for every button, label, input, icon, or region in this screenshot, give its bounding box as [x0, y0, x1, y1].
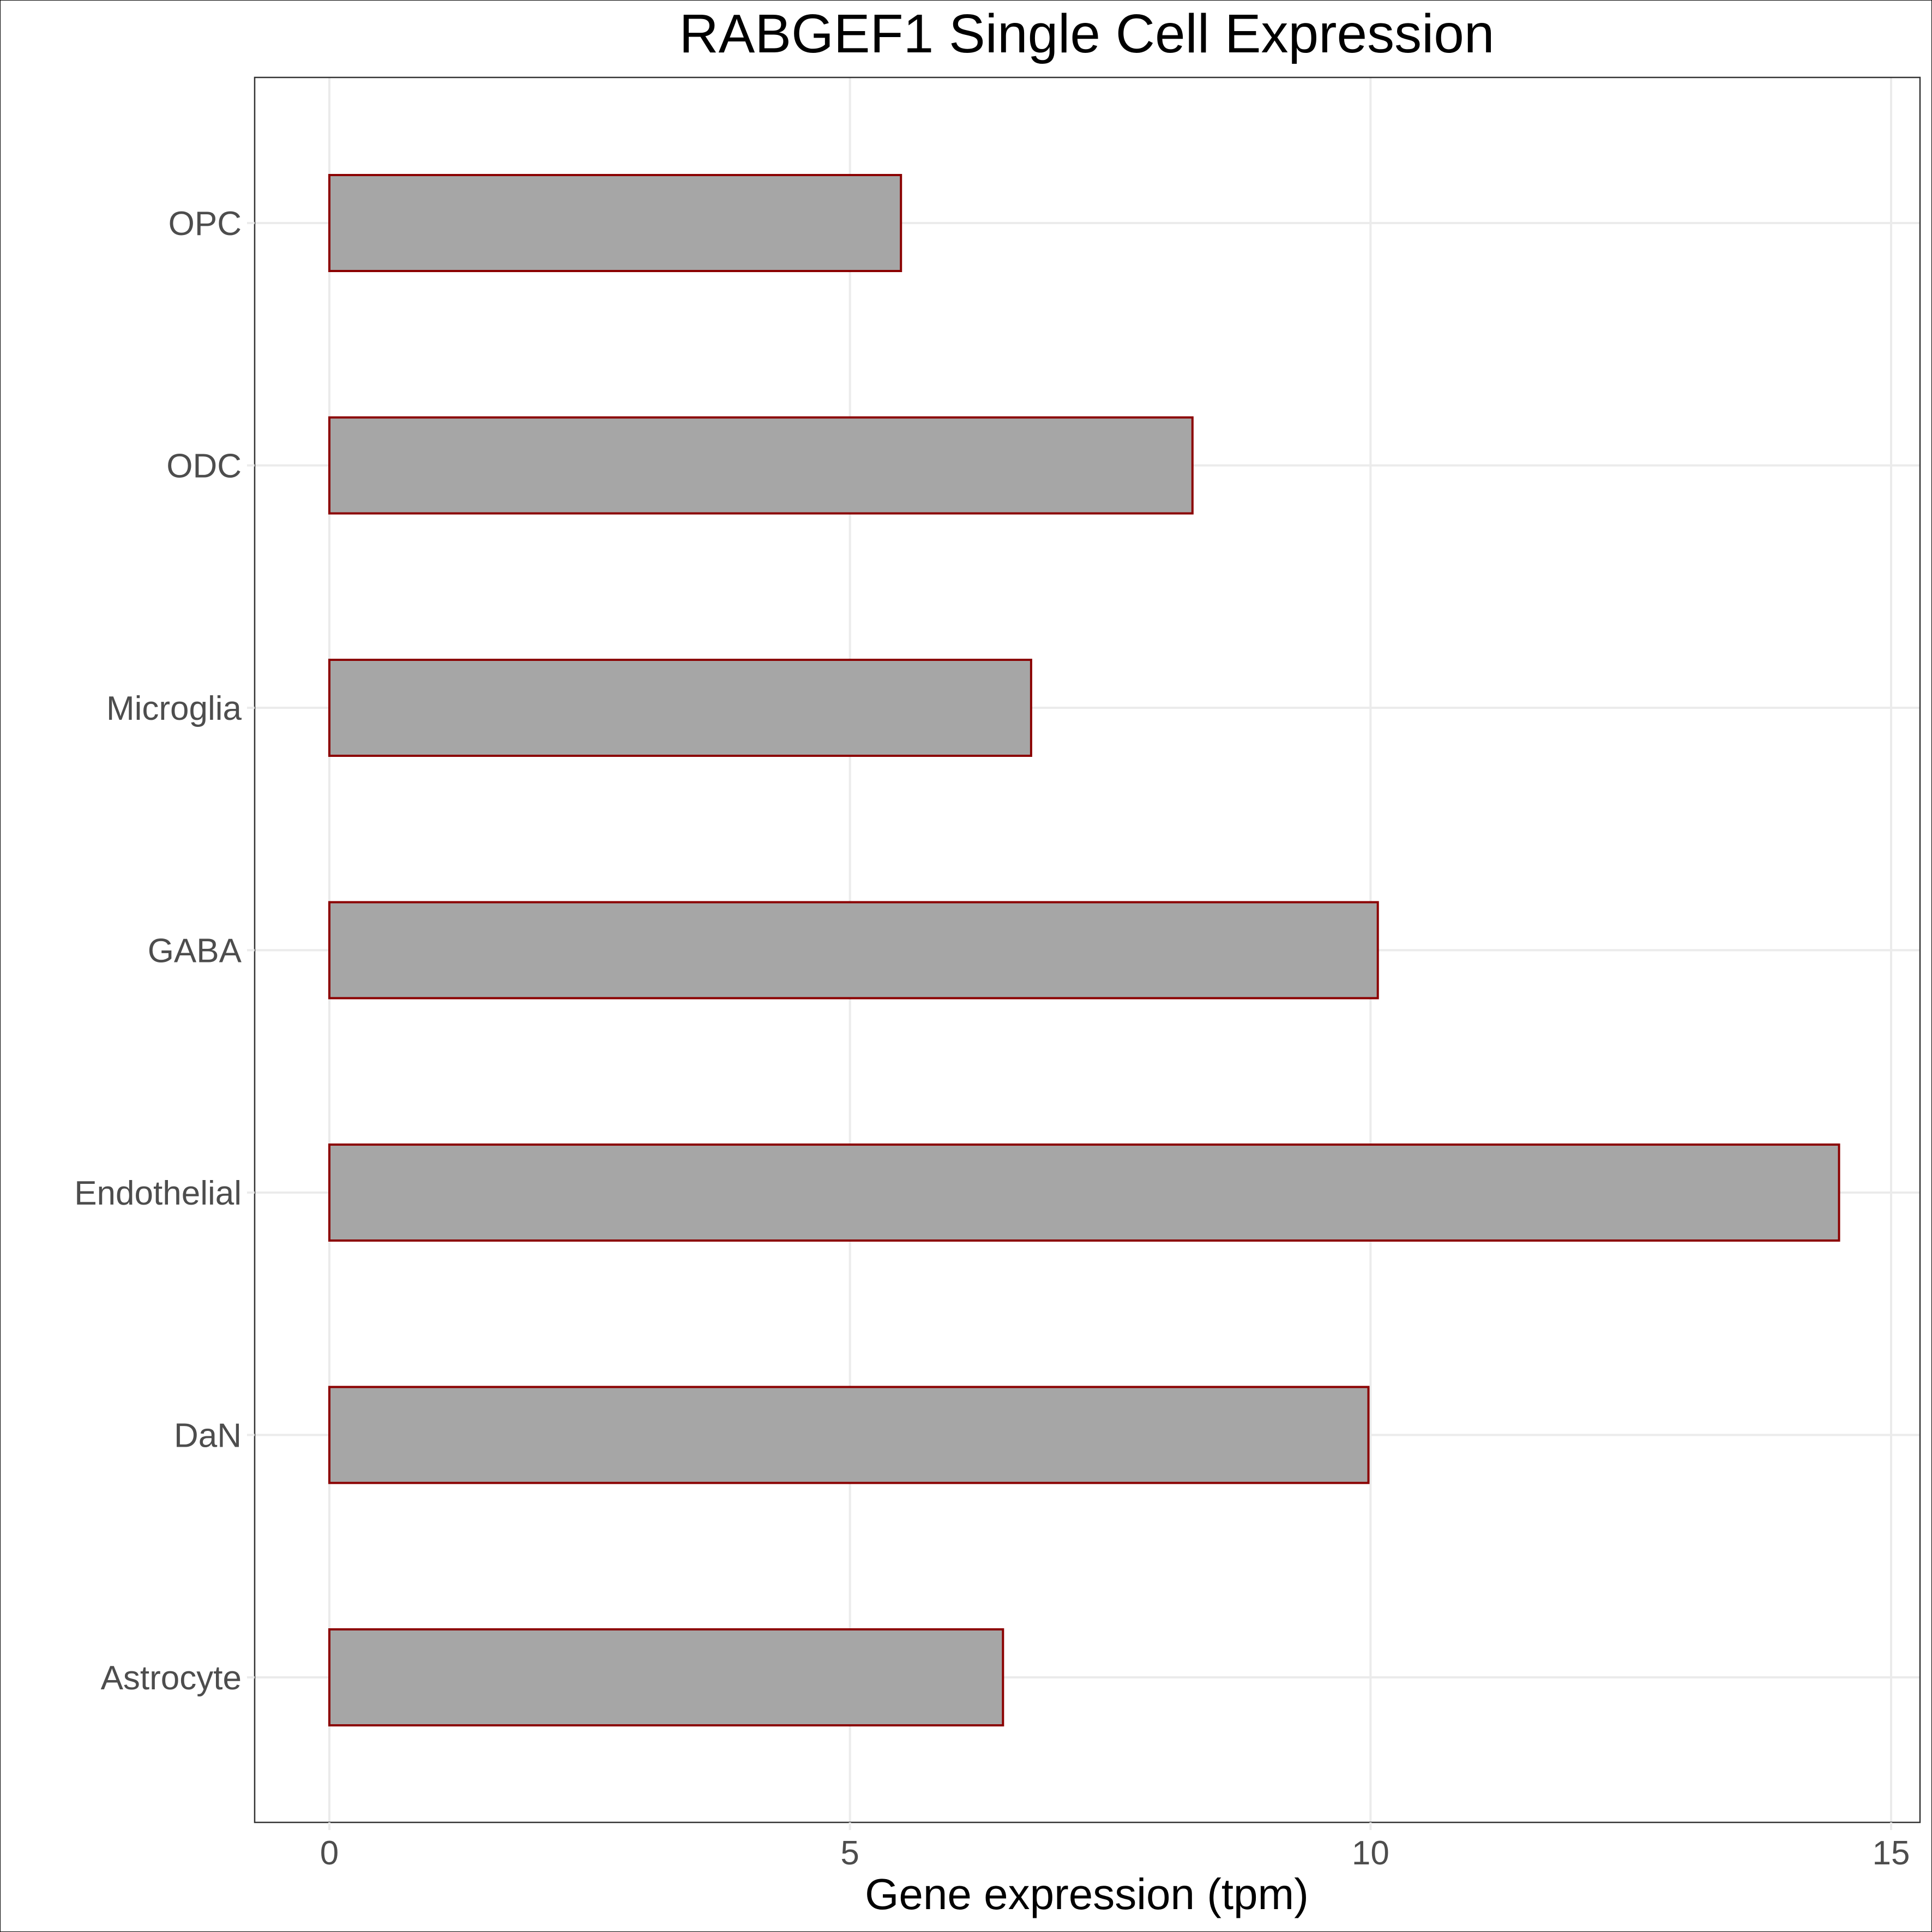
x-tick-label: 10 — [1352, 1834, 1389, 1872]
bar-gaba — [328, 901, 1379, 1000]
x-tick-label: 0 — [320, 1834, 339, 1872]
bar-dan — [328, 1386, 1370, 1484]
bar-microglia — [328, 659, 1032, 757]
y-tick-label: GABA — [148, 932, 242, 970]
y-axis-tick-labels: Astrocyte DaN Endothelial GABA Microglia ODC O… — [74, 205, 255, 1697]
x-axis-tick-labels: 0 5 10 15 — [320, 1822, 1910, 1872]
y-tick-label: Astrocyte — [101, 1659, 242, 1697]
chart-title: RABGEF1 Single Cell Expression — [679, 3, 1494, 64]
y-tick-label: Endothelial — [74, 1175, 242, 1212]
bars — [328, 174, 1840, 1726]
y-tick-label: OPC — [168, 205, 242, 243]
y-tick-label: DaN — [174, 1417, 242, 1455]
bar-astrocyte — [328, 1628, 1004, 1726]
bar-odc — [328, 416, 1194, 515]
x-axis-title: Gene expression (tpm) — [865, 1870, 1309, 1918]
y-tick-label: Microglia — [106, 690, 242, 727]
bar-endothelial — [328, 1143, 1840, 1242]
x-tick-label: 5 — [840, 1834, 859, 1872]
x-tick-label: 15 — [1873, 1834, 1910, 1872]
bar-opc — [328, 174, 902, 272]
y-tick-label: ODC — [166, 448, 242, 485]
